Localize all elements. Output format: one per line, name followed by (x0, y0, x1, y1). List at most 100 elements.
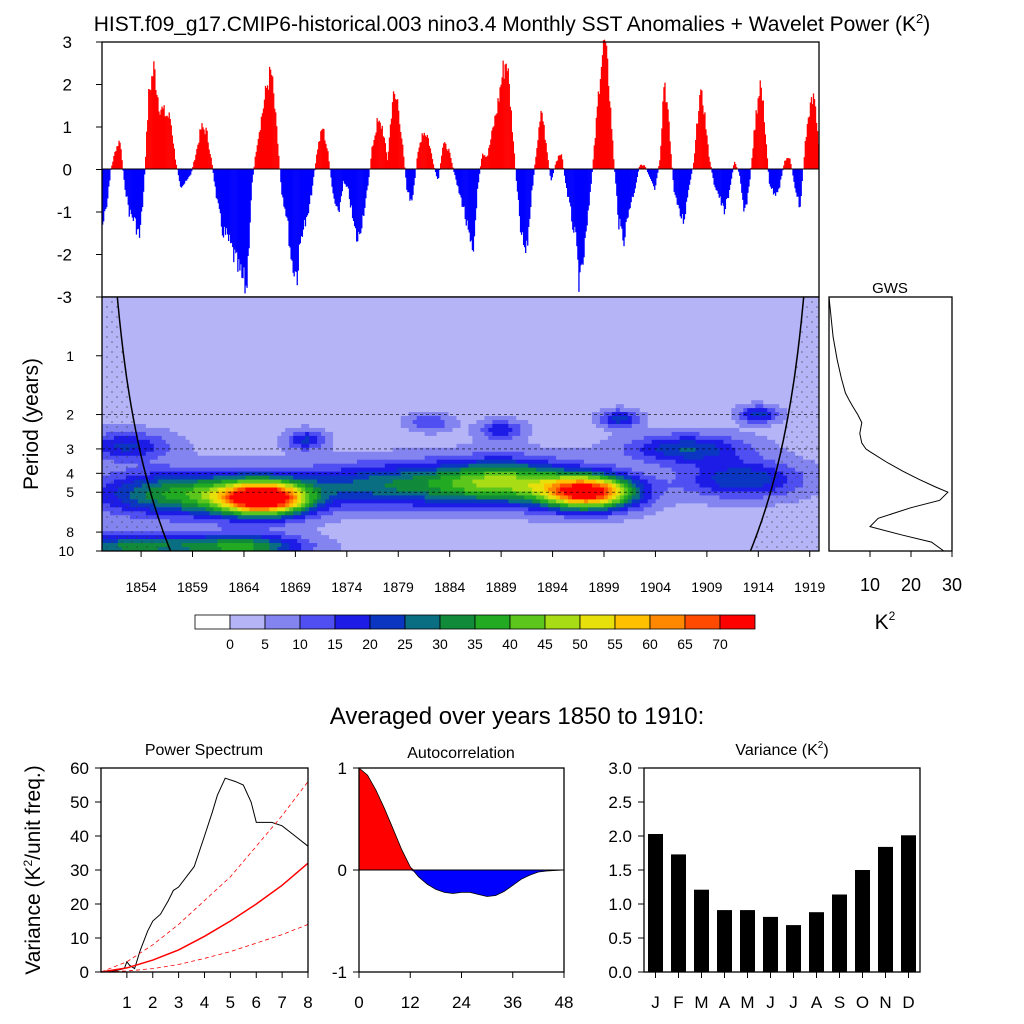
wavelet-power-cell (751, 372, 756, 377)
wavelet-power-cell (137, 352, 143, 358)
wavelet-power-cell (225, 348, 231, 354)
wavelet-power-cell (149, 304, 155, 310)
wavelet-power-cell (277, 308, 282, 314)
wavelet-power-cell (440, 368, 446, 374)
anomaly-bar (121, 160, 123, 170)
wavelet-power-cell (352, 328, 358, 334)
wavelet-power-cell (301, 297, 306, 302)
wavelet-power-cell (707, 308, 713, 314)
wavelet-power-cell (241, 384, 246, 389)
wavelet-power-cell (512, 308, 517, 314)
wavelet-power-cell (516, 324, 521, 330)
wavelet-power-cell (615, 328, 621, 334)
anomaly-bars (102, 39, 820, 294)
wavelet-power-cell (225, 320, 231, 326)
wavelet-power-cell (436, 344, 442, 350)
wavelet-power-cell (321, 332, 326, 338)
wavelet-power-cell (249, 388, 254, 393)
wavelet-power-cell (564, 348, 569, 354)
wavelet-power-cell (396, 372, 402, 377)
anomaly-bar (768, 169, 771, 184)
wavelet-power-cell (480, 312, 485, 318)
wavelet-power-cell (572, 324, 577, 330)
wavelet-power-cell (213, 372, 219, 377)
wavelet-power-cell (603, 376, 609, 381)
wavelet-power-cell (225, 308, 231, 314)
wavelet-power-cell (153, 332, 159, 338)
wavelet-power-cell (556, 300, 561, 306)
wavelet-power-cell (655, 304, 661, 310)
wavelet-power-cell (360, 316, 366, 322)
anomaly-bar (675, 169, 677, 198)
anomaly-bar (261, 113, 264, 170)
wavelet-power-cell (679, 380, 685, 385)
anomaly-bar (784, 160, 786, 170)
wavelet-power-cell (153, 380, 159, 385)
wavelet-power-cell (755, 332, 760, 338)
wavelet-power-cell (157, 297, 163, 302)
wavelet-power-cell (675, 312, 681, 318)
anomaly-bar (619, 169, 621, 219)
wavelet-power-cell (185, 348, 191, 354)
wavelet-power-cell (141, 332, 147, 338)
wavelet-power-cell (281, 340, 286, 346)
wavelet-power-cell (153, 348, 159, 354)
wavelet-power-cell (687, 376, 693, 381)
wavelet-power-cell (532, 368, 537, 374)
wavelet-power-cell (225, 324, 231, 330)
wavelet-power-cell (695, 304, 701, 310)
wavelet-power-cell (691, 376, 697, 381)
wavelet-power-cell (552, 384, 557, 389)
wavelet-power-cell (137, 380, 143, 385)
wavelet-power-cell (253, 344, 258, 350)
wavelet-power-cell (671, 312, 677, 318)
wavelet-power-cell (229, 312, 235, 318)
wavelet-power-cell (388, 348, 394, 354)
wavelet-power-cell (763, 368, 768, 374)
wavelet-power-cell (348, 320, 354, 326)
wavelet-power-cell (209, 380, 215, 385)
wavelet-power-cell (635, 328, 641, 334)
wavelet-power-cell (121, 324, 127, 330)
wavelet-power-cell (583, 324, 589, 330)
anomaly-bar (155, 90, 157, 170)
wavelet-power-cell (492, 300, 497, 306)
wavelet-power-cell (735, 320, 740, 326)
anomaly-bar (695, 140, 697, 170)
wavelet-power-cell (663, 300, 669, 306)
anomaly-bar (541, 112, 543, 170)
wavelet-power-cell (225, 340, 231, 346)
anomaly-bar (631, 169, 633, 197)
wavelet-power-cell (496, 388, 501, 393)
anomaly-bar (550, 169, 552, 181)
wavelet-power-cell (265, 364, 270, 370)
wavelet-power-cell (237, 364, 243, 370)
wavelet-power-cell (424, 312, 430, 318)
wavelet-power-cell (747, 316, 752, 322)
wavelet-power-cell (436, 348, 442, 354)
anomaly-bar (437, 169, 440, 178)
anomaly-bar (612, 140, 614, 170)
wavelet-power-cell (540, 297, 545, 302)
wavelet-power-cell (540, 372, 545, 377)
anomaly-bar (120, 149, 122, 170)
anomaly-bar (701, 90, 703, 170)
wavelet-power-cell (727, 336, 732, 342)
wavelet-power-cell (727, 364, 732, 370)
wavelet-power-cell (329, 324, 334, 330)
wavelet-power-cell (587, 364, 593, 370)
wavelet-power-cell (472, 328, 478, 334)
wavelet-power-cell (241, 348, 246, 354)
wavelet-power-cell (161, 388, 167, 393)
wavelet-power-cell (408, 316, 414, 322)
wavelet-power-cell (209, 356, 215, 362)
wavelet-power-cell (392, 384, 398, 389)
anomaly-bar (483, 155, 485, 170)
wavelet-power-cell (731, 356, 736, 362)
anomaly-bar (599, 79, 602, 170)
anomaly-bar (588, 169, 590, 206)
wavelet-power-cell (145, 372, 151, 377)
wavelet-power-cell (775, 300, 780, 306)
wavelet-power-cell (245, 332, 250, 338)
anomaly-bar (760, 87, 762, 170)
